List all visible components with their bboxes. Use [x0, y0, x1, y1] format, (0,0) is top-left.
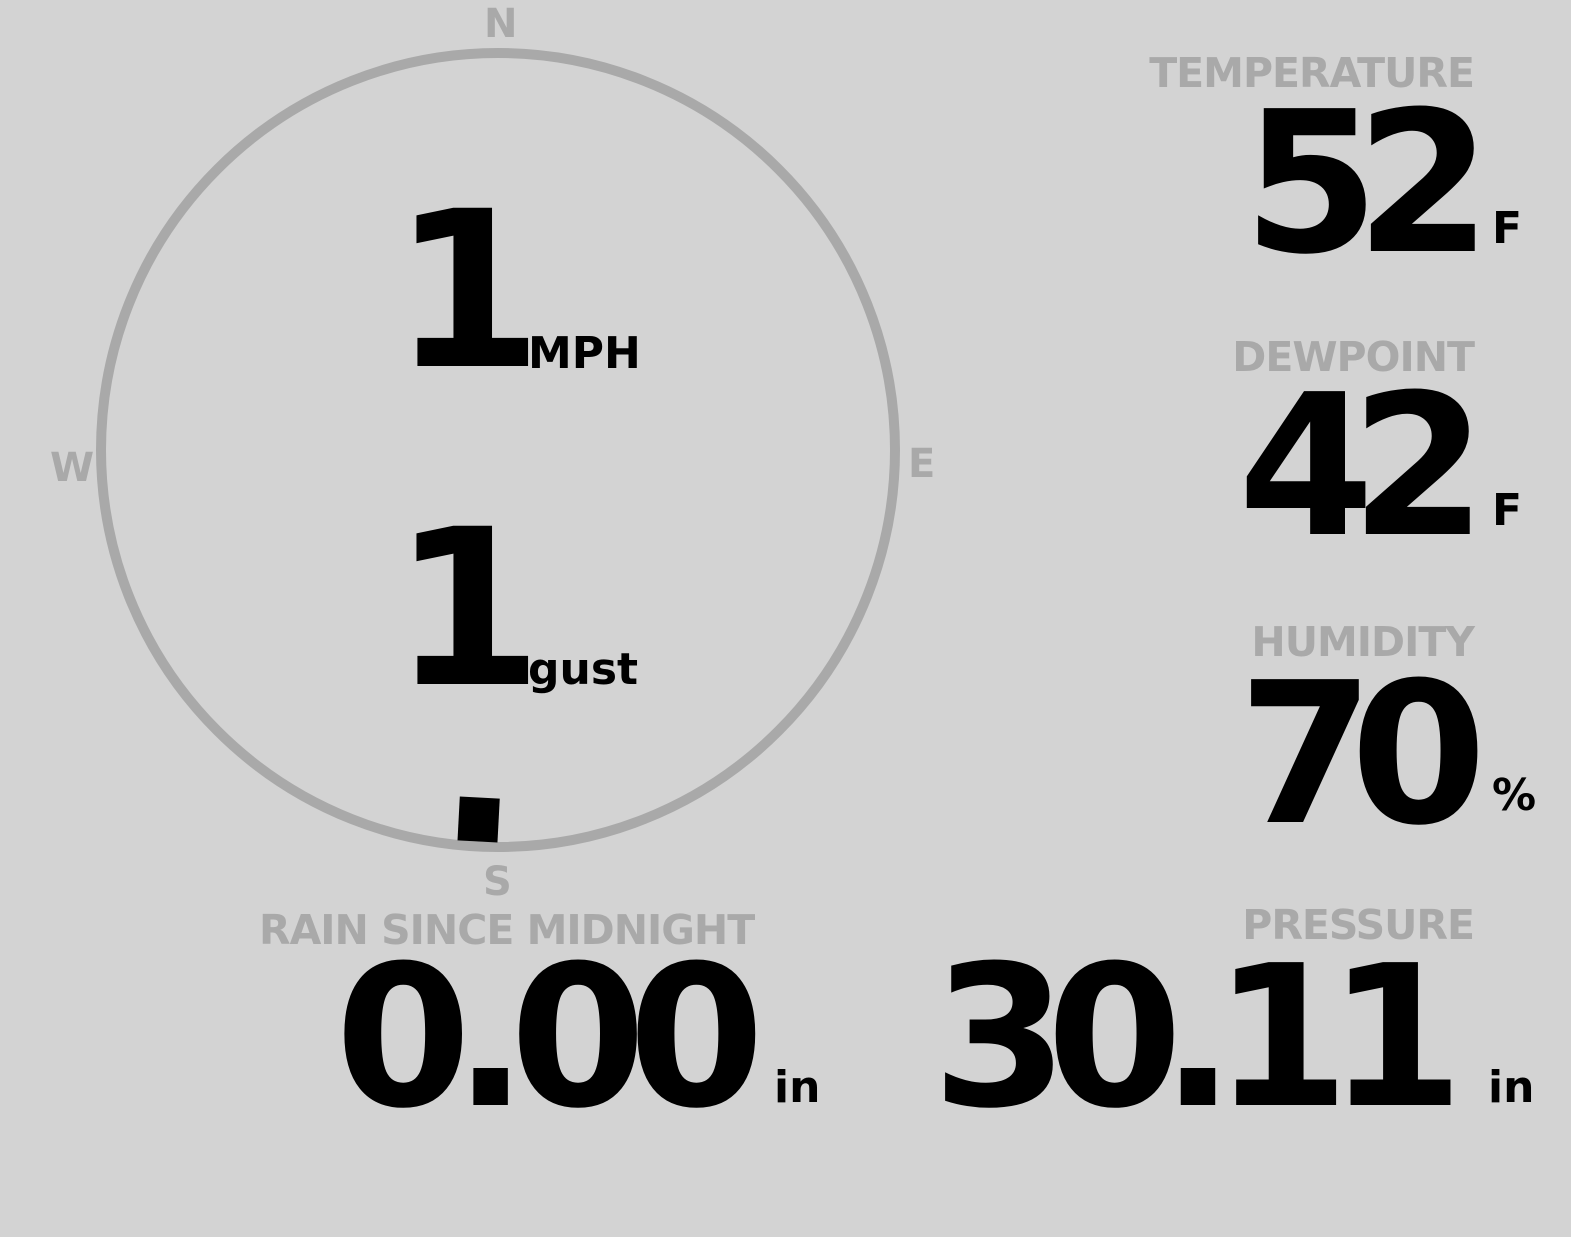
rain-label: RAIN SINCE MIDNIGHT [259, 906, 755, 954]
wind-gust-value: 1 [392, 484, 543, 736]
wind-speed-value: 1 [392, 166, 543, 418]
wind-direction-marker [457, 796, 500, 843]
wind-gust-label: gust [528, 644, 639, 695]
rain-unit: in [774, 1062, 821, 1113]
humidity-label: HUMIDITY [1251, 618, 1475, 666]
temperature-value: 52 [1243, 70, 1492, 298]
pressure-value: 30.11 [932, 924, 1464, 1152]
humidity-value: 70 [1238, 641, 1487, 869]
pressure-label: PRESSURE [1242, 901, 1475, 949]
humidity-unit: % [1492, 770, 1537, 821]
dewpoint-unit: F [1492, 485, 1523, 536]
compass-south: S [483, 859, 512, 905]
compass-ring [96, 48, 900, 852]
compass-west: W [50, 445, 95, 491]
pressure-unit: in [1488, 1062, 1535, 1113]
dewpoint-label: DEWPOINT [1232, 333, 1475, 381]
compass-east: E [908, 441, 936, 487]
wind-speed-unit: MPH [528, 328, 641, 379]
rain-value: 0.00 [335, 924, 765, 1152]
dewpoint-value: 42 [1238, 353, 1487, 581]
temperature-label: TEMPERATURE [1149, 49, 1475, 97]
compass-north: N [484, 1, 518, 47]
temperature-unit: F [1492, 203, 1523, 254]
